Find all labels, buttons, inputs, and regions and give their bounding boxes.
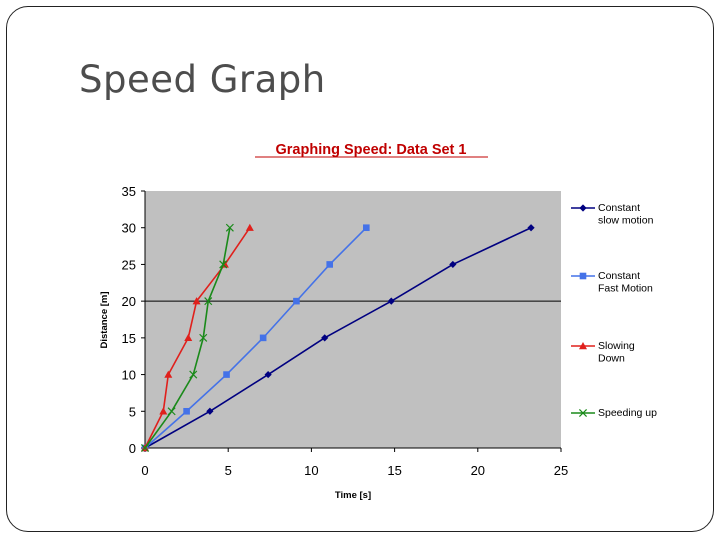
legend-label: Constant Fast Motion [598,270,653,295]
data-point-constant-fast-motion [183,407,190,415]
legend-item-slowing-down: Slowing Down [571,340,635,365]
legend-swatch-marker [579,272,587,280]
y-tick-label: 35 [122,184,136,199]
x-tick-label: 25 [554,463,568,478]
legend-label: Slowing Down [598,340,635,365]
legend-item-constant-slow-motion: Constant slow motion [571,202,654,227]
data-point-speeding-up [140,443,150,453]
x-tick-label: 15 [387,463,401,478]
series-layer [140,223,535,453]
x-axis-label: Time [s] [335,490,371,501]
data-point-constant-slow-motion [527,224,535,232]
x-tick-label: 5 [225,463,232,478]
data-point-constant-slow-motion [206,407,214,415]
data-point-speeding-up [167,407,176,416]
data-point-speeding-up [204,297,213,306]
data-point-constant-fast-motion [363,224,370,232]
data-point-constant-slow-motion [264,370,272,379]
data-point-slowing-down [159,407,168,415]
legend-swatch-marker [579,204,587,212]
data-point-constant-slow-motion [321,334,329,342]
data-point-constant-fast-motion [259,334,267,342]
data-point-constant-slow-motion [387,297,395,305]
series-constant-slow-motion [141,224,535,452]
legend-label: Speeding up [598,407,657,419]
y-tick-label: 15 [122,331,136,346]
plot-area [145,191,561,448]
x-tick-label: 0 [141,463,148,478]
y-tick-label: 30 [122,221,136,236]
y-axis-label: Distance [m] [99,291,110,348]
data-point-constant-fast-motion [326,261,334,268]
y-tick-label: 10 [122,368,136,383]
data-point-speeding-up [189,370,198,379]
data-point-slowing-down [164,370,173,378]
legend-label: Constant slow motion [598,202,654,227]
legend-swatch-marker [578,408,588,418]
axes: 0 5 10 15 20 25 30 35 0 5 10 15 20 25 [122,184,569,478]
y-tick-label: 0 [129,441,136,456]
slide-title: Speed Graph [79,58,326,101]
y-tick-label: 5 [129,404,136,419]
data-point-slowing-down [245,223,254,231]
legend: Constant slow motion Constant Fast Motion Sl… [571,202,657,419]
chart-title: Graphing Speed: Data Set 1 [276,142,467,158]
x-tick-label: 10 [304,463,318,478]
data-point-speeding-up [219,260,228,269]
slide-frame [6,6,714,532]
series-speeding-up [140,223,234,453]
x-tick-label: 20 [471,463,485,478]
legend-swatch-marker [579,342,587,350]
data-point-slowing-down [184,333,193,342]
data-point-speeding-up [199,333,208,342]
data-point-speeding-up [225,223,234,232]
data-point-constant-fast-motion [293,297,300,305]
legend-item-constant-fast-motion: Constant Fast Motion [571,270,653,295]
legend-item-speeding-up: Speeding up [571,407,657,419]
data-point-constant-slow-motion [449,260,457,269]
y-tick-label: 20 [122,294,136,309]
data-point-slowing-down [192,297,201,305]
data-point-constant-fast-motion [223,371,230,378]
y-tick-label: 25 [122,257,136,272]
